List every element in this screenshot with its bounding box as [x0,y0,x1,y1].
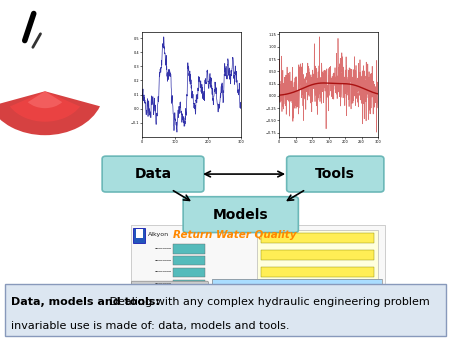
FancyBboxPatch shape [212,313,314,323]
FancyBboxPatch shape [314,313,382,323]
FancyBboxPatch shape [173,280,205,289]
Text: ────────: ──────── [154,247,171,251]
FancyBboxPatch shape [212,304,382,313]
Text: Tools: Tools [315,167,355,181]
FancyBboxPatch shape [131,281,208,292]
Text: Alkyon: Alkyon [148,233,169,237]
FancyBboxPatch shape [102,156,204,192]
Text: Data: Data [135,167,171,181]
FancyBboxPatch shape [287,156,384,192]
FancyBboxPatch shape [131,292,208,302]
FancyBboxPatch shape [173,244,205,254]
Text: Dealing with any complex hydraulic engineering problem: Dealing with any complex hydraulic engin… [106,297,429,308]
Text: ────────: ──────── [154,282,171,286]
Text: invariable use is made of: data, models and tools.: invariable use is made of: data, models … [11,321,290,331]
Text: Data, models and tools:: Data, models and tools: [11,297,160,308]
FancyBboxPatch shape [173,256,205,265]
FancyBboxPatch shape [261,233,374,243]
FancyBboxPatch shape [131,313,208,323]
FancyBboxPatch shape [212,293,382,304]
FancyBboxPatch shape [212,279,382,294]
FancyBboxPatch shape [261,250,374,260]
Wedge shape [28,91,62,108]
Text: Models: Models [213,208,269,222]
Wedge shape [10,91,80,122]
FancyBboxPatch shape [131,323,208,334]
FancyBboxPatch shape [256,230,378,289]
FancyBboxPatch shape [131,302,208,313]
FancyBboxPatch shape [4,284,446,336]
Text: ────────: ──────── [154,270,171,274]
FancyBboxPatch shape [130,225,385,324]
FancyBboxPatch shape [136,229,143,238]
Text: Return Water Quality: Return Water Quality [173,230,297,240]
Text: ────────: ──────── [154,259,171,263]
FancyBboxPatch shape [261,267,374,277]
Polygon shape [212,297,271,323]
FancyBboxPatch shape [173,268,205,277]
FancyBboxPatch shape [183,197,298,233]
Wedge shape [0,91,100,135]
FancyBboxPatch shape [133,228,145,243]
